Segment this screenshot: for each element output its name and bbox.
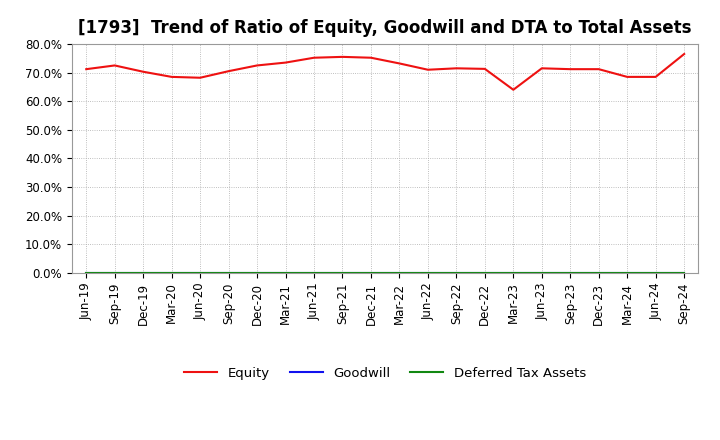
Deferred Tax Assets — [282, 270, 290, 275]
Deferred Tax Assets — [196, 270, 204, 275]
Legend: Equity, Goodwill, Deferred Tax Assets: Equity, Goodwill, Deferred Tax Assets — [179, 362, 591, 385]
Equity — [680, 51, 688, 57]
Deferred Tax Assets — [225, 270, 233, 275]
Equity — [310, 55, 318, 60]
Equity — [338, 54, 347, 59]
Deferred Tax Assets — [480, 270, 489, 275]
Equity — [253, 63, 261, 68]
Equity — [452, 66, 461, 71]
Deferred Tax Assets — [652, 270, 660, 275]
Deferred Tax Assets — [452, 270, 461, 275]
Deferred Tax Assets — [680, 270, 688, 275]
Goodwill — [395, 270, 404, 275]
Equity — [395, 61, 404, 66]
Goodwill — [566, 270, 575, 275]
Deferred Tax Assets — [338, 270, 347, 275]
Deferred Tax Assets — [110, 270, 119, 275]
Equity — [282, 60, 290, 65]
Deferred Tax Assets — [395, 270, 404, 275]
Goodwill — [310, 270, 318, 275]
Goodwill — [82, 270, 91, 275]
Equity — [423, 67, 432, 72]
Deferred Tax Assets — [595, 270, 603, 275]
Goodwill — [452, 270, 461, 275]
Deferred Tax Assets — [509, 270, 518, 275]
Goodwill — [110, 270, 119, 275]
Goodwill — [509, 270, 518, 275]
Goodwill — [196, 270, 204, 275]
Goodwill — [282, 270, 290, 275]
Goodwill — [366, 270, 375, 275]
Deferred Tax Assets — [537, 270, 546, 275]
Deferred Tax Assets — [253, 270, 261, 275]
Deferred Tax Assets — [623, 270, 631, 275]
Equity — [110, 63, 119, 68]
Deferred Tax Assets — [566, 270, 575, 275]
Goodwill — [595, 270, 603, 275]
Deferred Tax Assets — [167, 270, 176, 275]
Line: Equity: Equity — [86, 54, 684, 90]
Goodwill — [338, 270, 347, 275]
Equity — [566, 66, 575, 72]
Equity — [537, 66, 546, 71]
Goodwill — [423, 270, 432, 275]
Title: [1793]  Trend of Ratio of Equity, Goodwill and DTA to Total Assets: [1793] Trend of Ratio of Equity, Goodwil… — [78, 19, 692, 37]
Deferred Tax Assets — [366, 270, 375, 275]
Equity — [623, 74, 631, 80]
Deferred Tax Assets — [82, 270, 91, 275]
Deferred Tax Assets — [139, 270, 148, 275]
Goodwill — [652, 270, 660, 275]
Equity — [480, 66, 489, 72]
Equity — [595, 66, 603, 72]
Equity — [139, 69, 148, 74]
Goodwill — [225, 270, 233, 275]
Goodwill — [139, 270, 148, 275]
Deferred Tax Assets — [423, 270, 432, 275]
Goodwill — [680, 270, 688, 275]
Equity — [652, 74, 660, 80]
Equity — [509, 87, 518, 92]
Goodwill — [253, 270, 261, 275]
Goodwill — [167, 270, 176, 275]
Equity — [196, 75, 204, 81]
Equity — [225, 69, 233, 74]
Equity — [82, 66, 91, 72]
Equity — [366, 55, 375, 60]
Goodwill — [480, 270, 489, 275]
Goodwill — [623, 270, 631, 275]
Deferred Tax Assets — [310, 270, 318, 275]
Goodwill — [537, 270, 546, 275]
Equity — [167, 74, 176, 80]
